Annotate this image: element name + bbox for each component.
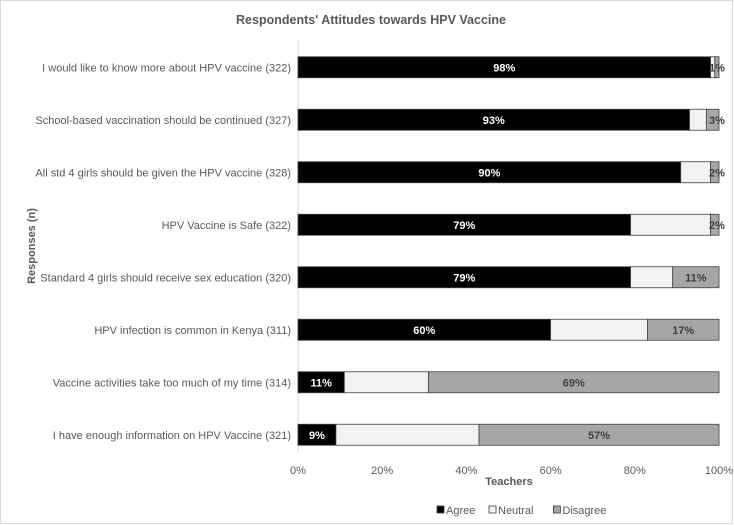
data-label: 11%: [685, 272, 707, 284]
bar-neutral: [630, 266, 674, 289]
legend-label: Disagree: [562, 505, 606, 517]
data-label: 11%: [310, 377, 332, 389]
x-tick-label: 0%: [290, 465, 306, 477]
category-label: School-based vaccination should be conti…: [35, 115, 291, 127]
bar-disagree: [428, 371, 720, 394]
y-axis-title: Responses (n): [26, 208, 38, 284]
data-label: 57%: [588, 430, 610, 442]
bar-group: I would like to know more about HPV vacc…: [35, 56, 725, 446]
category-label: HPV infection is common in Kenya (311): [94, 325, 291, 337]
category-label: Standard 4 girls should receive sex educ…: [40, 272, 291, 284]
data-label: 9%: [309, 430, 325, 442]
data-label: 3%: [709, 115, 725, 127]
bar-disagree: [714, 56, 720, 79]
category-label: All std 4 girls should be given the HPV …: [35, 167, 291, 179]
data-label: 79%: [453, 272, 475, 284]
x-tick-label: 40%: [455, 465, 477, 477]
bar-disagree: [705, 108, 720, 131]
data-label: 98%: [493, 62, 515, 74]
data-label: 90%: [478, 167, 500, 179]
category-label: Vaccine activities take too much of my t…: [53, 377, 291, 389]
data-label: 1%: [709, 62, 725, 74]
bar-neutral: [550, 318, 648, 341]
legend-label: Agree: [446, 505, 475, 517]
bar-disagree: [478, 423, 720, 446]
data-label: 60%: [413, 325, 435, 337]
bar-neutral: [680, 161, 711, 184]
bar-neutral: [689, 108, 707, 131]
x-axis-title: Teachers: [485, 476, 533, 488]
legend-swatch-disagree: [553, 505, 561, 514]
data-label: 2%: [709, 167, 725, 179]
legend-label: Neutral: [498, 505, 533, 517]
bar-disagree: [710, 161, 720, 184]
bar-disagree: [647, 318, 720, 341]
category-label: I would like to know more about HPV vacc…: [42, 62, 291, 74]
x-tick-label: 20%: [371, 465, 393, 477]
legend: Agree Neutral Disagree: [436, 505, 606, 517]
data-label: 69%: [563, 377, 585, 389]
bar-disagree: [672, 266, 720, 289]
x-tick-label: 80%: [624, 465, 646, 477]
chart-title: Respondents' Attitudes towards HPV Vacci…: [236, 13, 506, 27]
bar-neutral: [335, 423, 480, 446]
x-tick-group: 0% 20% 40% 60% 80% 100%: [290, 465, 733, 477]
data-label: 2%: [709, 220, 725, 232]
x-tick-label: 60%: [540, 465, 562, 477]
legend-swatch-agree: [436, 505, 445, 514]
category-label: HPV Vaccine is Safe (322): [162, 220, 291, 232]
legend-swatch-neutral: [488, 505, 497, 514]
bar-neutral: [630, 213, 711, 236]
data-label: 93%: [483, 115, 505, 127]
bar-neutral: [343, 371, 429, 394]
data-label: 79%: [453, 220, 475, 232]
bar-disagree: [710, 213, 720, 236]
category-label: I have enough information on HPV Vaccine…: [53, 430, 291, 442]
data-label: 17%: [672, 325, 694, 337]
x-tick-label: 100%: [705, 465, 733, 477]
